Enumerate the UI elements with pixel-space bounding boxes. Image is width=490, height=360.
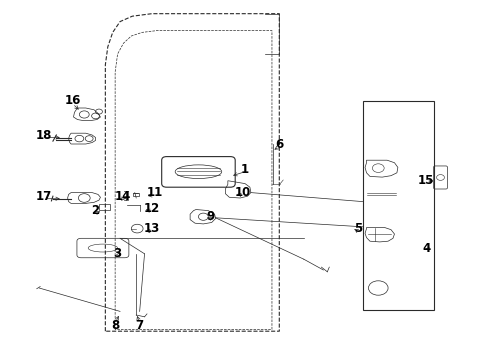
- Text: 4: 4: [422, 242, 430, 255]
- Text: 8: 8: [111, 319, 119, 332]
- Text: 13: 13: [144, 222, 160, 235]
- Text: 5: 5: [354, 222, 362, 235]
- Text: 15: 15: [418, 174, 435, 186]
- Text: 18: 18: [36, 129, 52, 141]
- Text: 14: 14: [114, 190, 131, 203]
- Text: 3: 3: [114, 247, 122, 260]
- Text: 9: 9: [207, 210, 215, 222]
- Text: 1: 1: [241, 163, 249, 176]
- Text: 12: 12: [144, 202, 160, 215]
- Bar: [99, 204, 110, 210]
- Text: 17: 17: [36, 190, 52, 203]
- Text: 6: 6: [275, 138, 283, 150]
- Text: 7: 7: [136, 319, 144, 332]
- Text: 10: 10: [234, 186, 251, 199]
- Text: 11: 11: [146, 186, 163, 199]
- Text: 2: 2: [92, 204, 99, 217]
- Bar: [363, 101, 434, 310]
- Bar: [133, 193, 139, 196]
- Text: 16: 16: [64, 94, 81, 107]
